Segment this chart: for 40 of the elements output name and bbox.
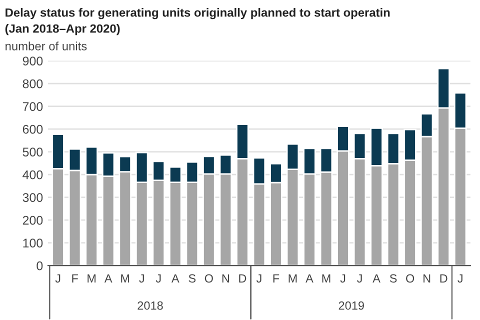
y-tick-label: 300	[22, 193, 43, 202]
y-tick-label: 400	[22, 170, 43, 180]
x-tick-label: M	[121, 274, 130, 282]
x-tick-label: A	[372, 274, 380, 282]
x-tick-label: S	[390, 274, 397, 283]
x-tick-label: N	[424, 274, 430, 282]
chart-title: Delay status for generating units originally planned to start operatin	[6, 8, 390, 20]
x-tick-label: D	[440, 274, 448, 282]
y-tick-label: 700	[22, 102, 43, 111]
x-tick-label: M	[288, 274, 297, 282]
y-tick-label: 600	[22, 124, 43, 134]
x-tick-label: M	[322, 274, 330, 282]
x-tick-label: A	[104, 274, 112, 282]
y-axis-title: number of units	[6, 42, 87, 50]
text: 2019	[338, 301, 364, 310]
x-tick-label: M	[88, 274, 96, 282]
x-tick-label: A	[171, 274, 180, 282]
y-tick-label: 100	[23, 238, 43, 248]
x-tick-label: N	[222, 274, 229, 282]
chart-subtitle: (Jan 2018–Apr 2020)	[5, 24, 120, 36]
x-tick-label: J	[156, 274, 161, 283]
y-tick-label: 500	[22, 148, 43, 156]
x-tick-label: J	[357, 274, 362, 283]
x-tick-label: J	[256, 274, 262, 283]
x-tick-label: O	[204, 274, 213, 283]
x-tick-label: A	[306, 274, 314, 282]
x-tick-label: S	[188, 274, 196, 283]
x-tick-label: D	[239, 274, 246, 282]
x-tick-label: O	[406, 274, 414, 283]
x-tick-label: F	[72, 274, 78, 282]
y-tick-label: 800	[22, 79, 43, 88]
x-tick-label: J	[55, 274, 60, 283]
y-tick-label: 900	[22, 56, 43, 66]
x-tick-label: J	[458, 274, 462, 283]
text: 2018	[138, 301, 163, 310]
y-tick-label: 200	[22, 216, 43, 225]
x-tick-label: J	[340, 274, 346, 283]
x-tick-label: F	[273, 274, 280, 282]
y-tick-label: 0	[36, 261, 43, 270]
x-tick-label: J	[139, 274, 144, 283]
